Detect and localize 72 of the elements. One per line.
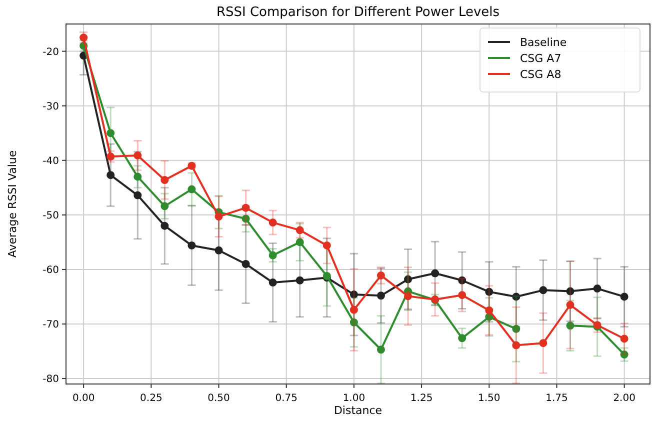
point (539, 286, 548, 294)
point (214, 212, 223, 221)
point (160, 176, 169, 184)
point (620, 292, 628, 301)
point (512, 292, 520, 301)
y-tick-label: -30 (42, 101, 59, 112)
point (106, 129, 115, 138)
point (539, 339, 548, 348)
point (188, 241, 196, 250)
point (214, 246, 223, 254)
legend-label: CSG A7 (520, 52, 562, 65)
point (376, 292, 385, 300)
point (404, 292, 412, 300)
point (404, 275, 412, 284)
y-tick-label: -80 (42, 374, 59, 386)
point (350, 290, 358, 299)
point (134, 191, 142, 200)
point (160, 222, 169, 230)
point (376, 346, 385, 354)
point (134, 172, 142, 181)
point (566, 322, 574, 330)
point (268, 218, 277, 227)
point (458, 276, 466, 284)
x-tick-label: 1.50 (478, 393, 500, 404)
point (566, 287, 574, 296)
point (268, 278, 277, 287)
point (242, 204, 250, 212)
point (296, 238, 304, 246)
point (485, 288, 494, 296)
x-tick-label: 2.00 (613, 393, 636, 404)
x-tick-label: 1.25 (410, 393, 433, 404)
point (322, 241, 331, 250)
y-tick-label: -20 (42, 46, 59, 58)
point (242, 214, 250, 223)
point (512, 341, 520, 350)
chart-title: RSSI Comparison for Different Power Levels (216, 5, 500, 20)
point (620, 350, 628, 359)
point (160, 202, 169, 210)
x-tick-label: 0.00 (72, 393, 95, 404)
point (350, 318, 358, 326)
point (620, 334, 628, 343)
x-tick-label: 0.25 (140, 393, 162, 404)
point (268, 251, 277, 260)
point (350, 306, 358, 314)
point (106, 171, 115, 180)
point (80, 34, 88, 42)
y-tick-label: -50 (42, 210, 59, 222)
point (376, 271, 385, 280)
point (242, 260, 250, 268)
legend-label: Baseline (520, 36, 567, 49)
point (296, 226, 304, 234)
point (512, 324, 520, 333)
point (458, 291, 466, 300)
point (458, 334, 466, 342)
legend-label: CSG A8 (520, 68, 562, 81)
point (431, 269, 440, 278)
point (296, 276, 304, 284)
point (188, 185, 196, 194)
point (106, 152, 115, 161)
point (593, 284, 602, 293)
y-axis-title: Average RSSI Value (6, 150, 19, 258)
x-tick-label: 1.00 (342, 393, 366, 404)
x-axis-title: Distance (334, 404, 382, 417)
point (485, 306, 494, 314)
y-tick-label: -70 (42, 320, 59, 330)
y-tick-label: -40 (42, 156, 59, 167)
y-tick-label: -60 (42, 264, 59, 276)
x-tick-label: 0.50 (208, 393, 230, 404)
x-tick-label: 1.75 (546, 393, 568, 404)
point (566, 300, 574, 309)
point (134, 151, 142, 160)
x-tick-label: 0.75 (275, 393, 298, 404)
